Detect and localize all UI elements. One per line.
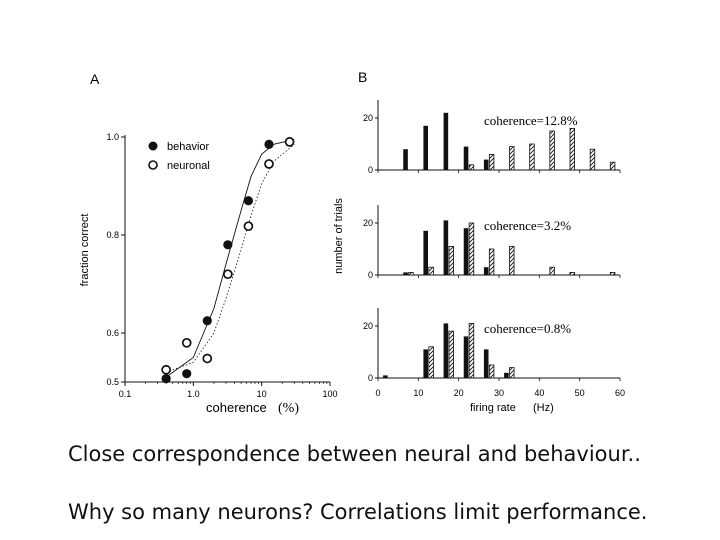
- bar-hatched: [488, 248, 495, 276]
- panel-a: A 0.5 0.6 0.8 1.0 0.1 1.0 10 100 fraction corr…: [79, 71, 338, 416]
- bar-hatched: [468, 164, 475, 171]
- panel-a-x-tick-label: 1.0: [187, 389, 200, 399]
- panel-b-x-tick-label: 10: [413, 388, 423, 398]
- bar-filled: [504, 372, 509, 378]
- histogram-coherence-label: coherence=3.2%: [484, 218, 571, 233]
- panel-a-x-unit: (%): [278, 401, 299, 416]
- bar-hatched: [468, 322, 475, 379]
- data-point-behavior: [202, 316, 212, 326]
- bar-hatched: [529, 143, 535, 171]
- bar-hatched: [448, 330, 454, 379]
- panel-b-x-tick-label: 30: [494, 388, 504, 398]
- bar-filled: [463, 146, 469, 170]
- caption-line-1: Close correspondence between neural and …: [68, 442, 641, 466]
- bar-filled: [483, 349, 489, 378]
- histogram-coherence-label: coherence=0.8%: [484, 321, 571, 336]
- panel-a-legend: behavior neuronal: [148, 141, 210, 172]
- histogram-2: 0 20 coherence=3.2%: [363, 205, 621, 280]
- bar-filled: [483, 159, 489, 170]
- bar-hatched: [468, 222, 475, 276]
- bar-hatched: [488, 153, 495, 171]
- histogram-y-tick-label: 0: [368, 165, 373, 175]
- data-point-behavior: [264, 139, 274, 149]
- legend-label-neuronal: neuronal: [167, 160, 210, 172]
- bar-hatched: [549, 130, 555, 171]
- panel-a-label: A: [90, 71, 100, 87]
- bar-filled: [403, 149, 408, 170]
- histogram-y-tick-label: 0: [368, 373, 373, 383]
- bar-filled: [483, 267, 489, 275]
- bar-filled: [443, 112, 449, 170]
- panel-a-x-tick-label: 0.1: [119, 389, 132, 399]
- panel-a-y-tick-label: 0.8: [106, 230, 119, 240]
- histogram-1: 0 20 coherence=12.8%: [363, 100, 621, 175]
- figure: A 0.50.60.81.0 0.1 1.0 10 100 fraction corr…: [79, 69, 625, 416]
- histogram-y-tick-label: 0: [368, 270, 373, 280]
- fit-curve-neuronal: [165, 143, 295, 373]
- panel-a-x-tick-label: 10: [257, 389, 267, 399]
- bar-hatched: [448, 245, 454, 276]
- bar-filled: [463, 228, 469, 275]
- data-point-neuronal: [223, 269, 233, 280]
- bar-filled: [443, 220, 449, 275]
- data-point-behavior: [161, 373, 171, 384]
- bar-filled: [403, 272, 408, 275]
- data-point-neuronal: [243, 221, 254, 232]
- bar-hatched: [569, 127, 575, 171]
- legend-marker-behavior: [148, 141, 158, 151]
- bar-hatched: [549, 266, 555, 276]
- data-point-neuronal: [161, 364, 171, 375]
- panel-a-y-tick-label: 0.5: [106, 377, 119, 387]
- panel-a-y-label: fraction correct: [79, 214, 91, 287]
- bar-hatched: [509, 245, 515, 276]
- bar-filled: [463, 336, 469, 378]
- bar-hatched: [569, 271, 575, 276]
- panel-b-x-tick-label: 0: [375, 388, 380, 398]
- bar-filled: [423, 349, 429, 378]
- bar-filled: [423, 230, 429, 275]
- panel-a-x-tick-label: 100: [322, 389, 337, 399]
- bar-hatched: [589, 148, 596, 171]
- bar-hatched: [509, 146, 515, 171]
- histogram-coherence-label: coherence=12.8%: [484, 113, 578, 128]
- bar-hatched: [488, 364, 495, 379]
- data-point-behavior: [182, 369, 192, 379]
- histogram-y-tick-label: 20: [363, 321, 373, 331]
- panel-a-y-tick-label: 0.6: [106, 328, 119, 338]
- bar-hatched: [609, 271, 616, 276]
- panel-b-label: B: [358, 69, 367, 85]
- histogram-y-tick-label: 20: [363, 113, 373, 123]
- bar-hatched: [609, 161, 616, 171]
- bar-hatched: [509, 367, 515, 379]
- panel-a-x-label: coherence: [206, 400, 267, 415]
- bar-hatched: [408, 271, 414, 276]
- legend-marker-neuronal: [148, 160, 158, 170]
- legend-label-behavior: behavior: [167, 141, 210, 153]
- bar-filled: [443, 323, 449, 378]
- panel-b-y-label: number of trials: [333, 198, 345, 274]
- panel-b-x-unit: (Hz): [533, 402, 554, 414]
- data-point-neuronal: [202, 353, 213, 364]
- bar-hatched: [428, 346, 434, 379]
- panel-b-x-tick-label: 60: [615, 388, 625, 398]
- panel-b: B 0 20 coherence=12.8% 0 20 coherence=3.2% 0 20…: [333, 69, 625, 414]
- data-point-behavior: [223, 240, 233, 250]
- caption-line-2: Why so many neurons? Correlations limit …: [68, 500, 648, 524]
- histogram-y-tick-label: 20: [363, 218, 373, 228]
- bar-hatched: [428, 266, 434, 276]
- panel-b-x-label: firing rate: [470, 402, 516, 414]
- bar-filled: [383, 375, 388, 378]
- panel-b-x-tick-label: 40: [534, 388, 544, 398]
- panel-b-x-tick-label: 20: [454, 388, 464, 398]
- bar-filled: [423, 125, 429, 170]
- panel-b-x-tick-label: 50: [575, 388, 585, 398]
- data-point-neuronal: [284, 137, 295, 147]
- data-point-neuronal: [181, 337, 192, 348]
- data-point-neuronal: [264, 159, 274, 169]
- data-point-behavior: [243, 196, 254, 206]
- histogram-3: 0 20 coherence=0.8%: [363, 308, 621, 383]
- panel-a-y-tick-label: 1.0: [106, 132, 119, 142]
